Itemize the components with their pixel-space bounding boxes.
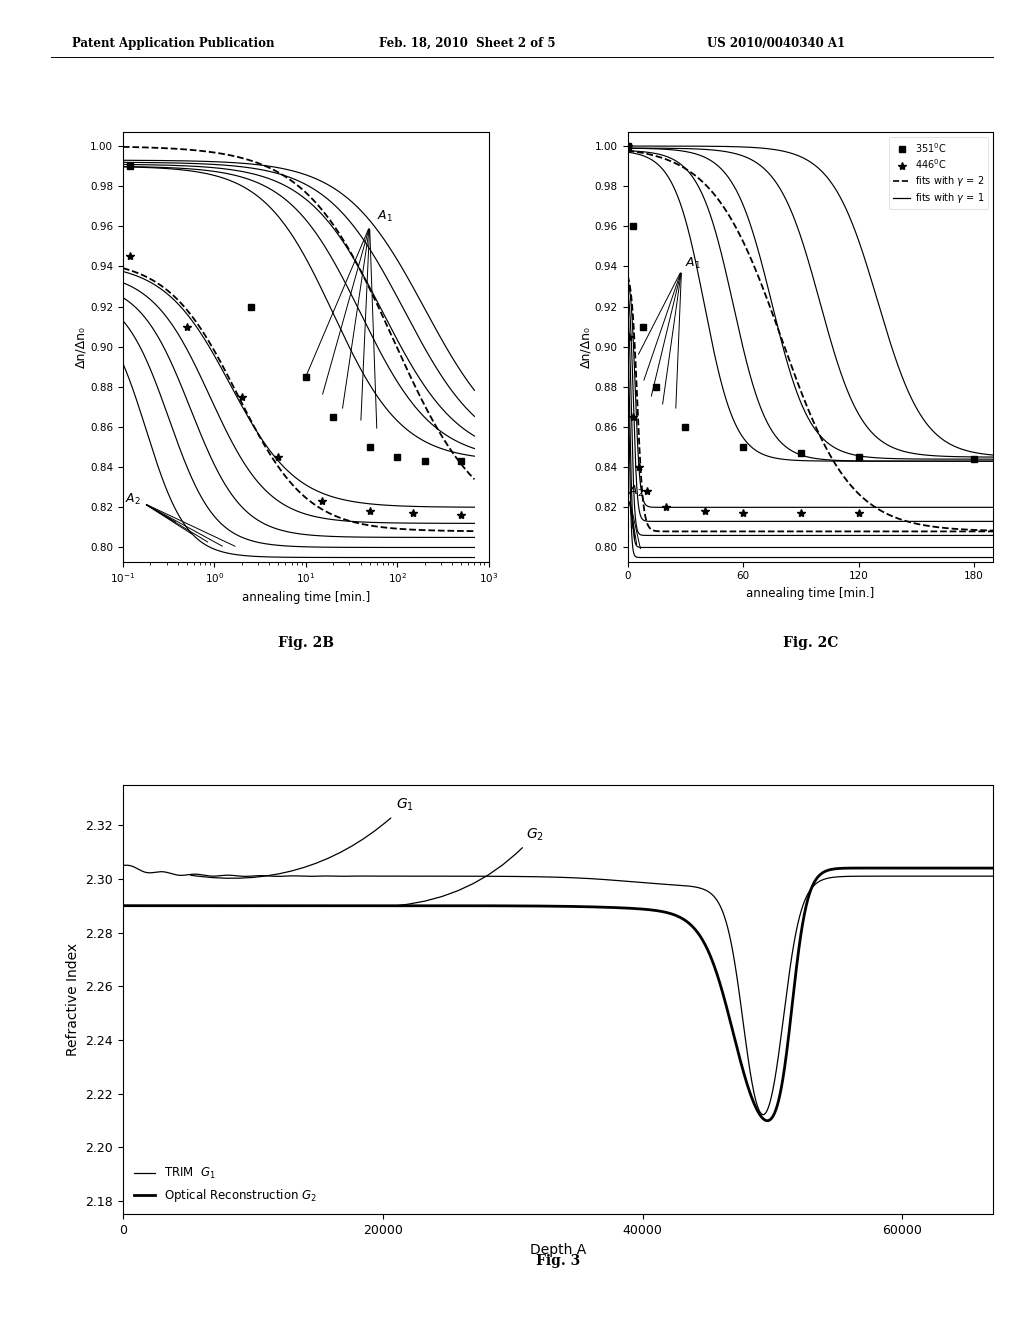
X-axis label: annealing time [min.]: annealing time [min.] [746,587,874,599]
Legend: TRIM  $G_1$, Optical Reconstruction $G_2$: TRIM $G_1$, Optical Reconstruction $G_2$ [129,1162,322,1209]
TRIM  $G_1$ [451,869,463,884]
Text: Patent Application Publication: Patent Application Publication [72,37,274,50]
Optical Reconstruction $G_2$ [971,861,983,876]
Text: $G_1$: $G_1$ [190,797,414,878]
Text: Feb. 18, 2010  Sheet 2 of 5: Feb. 18, 2010 Sheet 2 of 5 [379,37,555,50]
Optical Reconstruction $G_2$ [856,861,868,876]
Text: $A_2$: $A_2$ [125,492,140,507]
Optical Reconstruction $G_2$ [216,898,228,913]
Optical Reconstruction $G_2$ [117,898,129,913]
Y-axis label: Refractive Index: Refractive Index [66,942,80,1056]
Text: Fig. 3: Fig. 3 [536,1254,581,1267]
Text: $A_1$: $A_1$ [377,210,393,224]
Text: $A_1$: $A_1$ [685,256,701,271]
TRIM  $G_1$ [216,867,228,883]
Optical Reconstruction $G_2$ [488,898,501,913]
Line: TRIM  $G_1$: TRIM $G_1$ [123,865,993,1114]
X-axis label: Depth A: Depth A [530,1242,586,1257]
Optical Reconstruction $G_2$ [451,898,463,913]
TRIM  $G_1$ [117,858,129,874]
TRIM  $G_1$ [120,857,132,873]
Optical Reconstruction $G_2$ [761,1113,773,1129]
Optical Reconstruction $G_2$ [267,898,280,913]
Optical Reconstruction $G_2$ [877,861,889,876]
Text: US 2010/0040340 A1: US 2010/0040340 A1 [707,37,845,50]
Line: Optical Reconstruction $G_2$: Optical Reconstruction $G_2$ [123,869,993,1121]
TRIM  $G_1$ [268,869,281,884]
Text: Fig. 2B: Fig. 2B [278,636,334,651]
TRIM  $G_1$ [971,869,983,884]
X-axis label: annealing time [min.]: annealing time [min.] [242,590,370,603]
TRIM  $G_1$ [488,869,501,884]
Legend: 351$^0$C, 446$^0$C, fits with $\gamma$ = 2, fits with $\gamma$ = 1: 351$^0$C, 446$^0$C, fits with $\gamma$ =… [889,137,988,209]
TRIM  $G_1$ [987,869,999,884]
Optical Reconstruction $G_2$ [987,861,999,876]
TRIM  $G_1$ [757,1106,769,1122]
Y-axis label: Δn/Δn₀: Δn/Δn₀ [579,326,592,368]
Y-axis label: Δn/Δn₀: Δn/Δn₀ [75,326,87,368]
Text: $A_2$: $A_2$ [628,484,644,499]
Text: Fig. 2C: Fig. 2C [782,636,838,651]
TRIM  $G_1$ [877,869,889,884]
Text: $G_2$: $G_2$ [398,826,544,906]
